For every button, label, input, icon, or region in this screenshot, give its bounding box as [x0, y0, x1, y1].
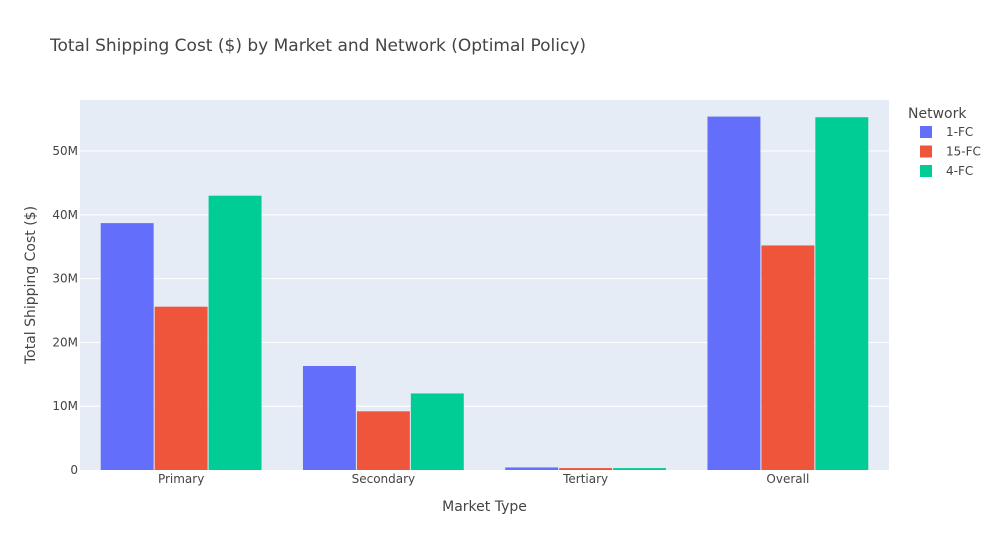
legend-label: 1-FC: [946, 125, 973, 139]
bar-1-fc-tertiary[interactable]: [505, 467, 559, 470]
legend-label: 15-FC: [946, 145, 981, 159]
bar-4-fc-tertiary[interactable]: [613, 468, 667, 470]
legend-label: 4-FC: [946, 164, 973, 178]
y-tick-label: 40M: [52, 208, 78, 222]
bar-15-fc-primary[interactable]: [154, 306, 208, 470]
legend-swatch: [920, 145, 932, 158]
x-axis-title: Market Type: [442, 499, 527, 515]
bar-4-fc-primary[interactable]: [208, 195, 262, 471]
y-tick-label: 30M: [52, 272, 78, 286]
legend-item-15-fc[interactable]: 15-FC: [920, 145, 981, 159]
legend-swatch: [920, 165, 932, 177]
y-tick-label: 10M: [52, 399, 78, 413]
y-tick-label: 50M: [52, 144, 78, 158]
legend-swatch: [920, 126, 932, 138]
bar-15-fc-tertiary[interactable]: [559, 468, 613, 470]
bar-4-fc-overall[interactable]: [815, 117, 869, 471]
x-tick-label: Overall: [766, 472, 809, 486]
y-tick-label: 0: [70, 463, 78, 477]
chart-title: Total Shipping Cost ($) by Market and Ne…: [49, 36, 586, 56]
bar-1-fc-overall[interactable]: [707, 116, 761, 470]
x-tick-label: Primary: [158, 472, 204, 486]
legend-item-4-fc[interactable]: 4-FC: [920, 164, 973, 178]
bar-15-fc-secondary[interactable]: [356, 411, 410, 470]
legend-title: Network: [908, 106, 967, 122]
bar-15-fc-overall[interactable]: [761, 245, 815, 470]
y-tick-label: 20M: [52, 335, 78, 349]
x-tick-label: Tertiary: [562, 472, 608, 486]
bar-1-fc-primary[interactable]: [100, 223, 154, 470]
legend[interactable]: Network 1-FC 15-FC 4-FC: [908, 106, 981, 178]
legend-item-1-fc[interactable]: 1-FC: [920, 125, 973, 139]
bars: [100, 116, 869, 471]
x-tick-label: Secondary: [352, 472, 416, 486]
bar-4-fc-secondary[interactable]: [410, 393, 464, 470]
x-axis-ticks: Primary Secondary Tertiary Overall: [158, 472, 809, 486]
y-axis-title: Total Shipping Cost ($): [23, 206, 39, 365]
bar-1-fc-secondary[interactable]: [302, 366, 356, 470]
y-axis-ticks: 0 10M 20M 30M 40M 50M: [52, 144, 78, 477]
